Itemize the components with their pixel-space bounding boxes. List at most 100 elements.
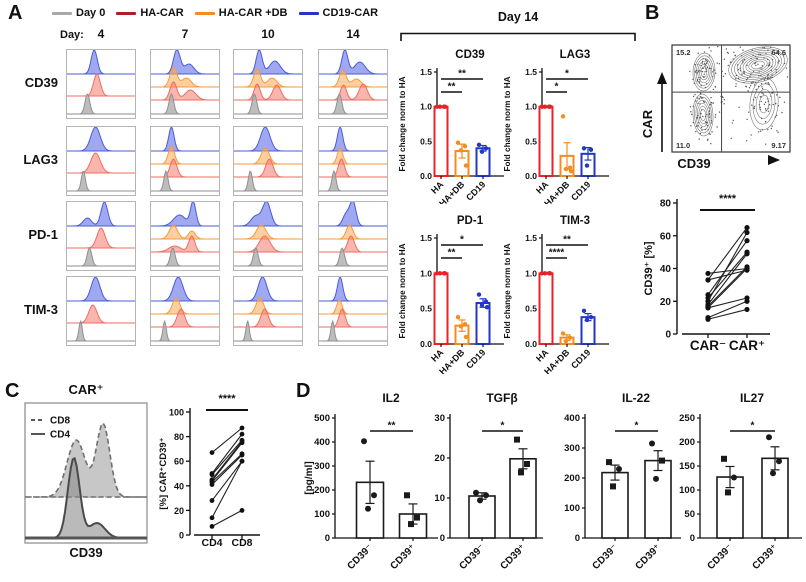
scatter-dot (778, 60, 781, 62)
ridge-curve (319, 235, 387, 253)
scatter-dot (714, 114, 717, 116)
scatter-dot (763, 57, 765, 59)
scatter-dot (699, 117, 701, 119)
data-point (442, 104, 448, 109)
panel-c-label: C (5, 380, 20, 402)
scatter-dot (723, 103, 725, 105)
bar-chart-cd39-fold-change: CD39 Fold change norm to HA 0.0 0.5 1.0 1.5 HA… (398, 42, 513, 204)
x-category-label: CD4 (201, 537, 222, 549)
legend-item-ha-car-db: HA-CAR +DB (194, 7, 288, 19)
pair-line (707, 253, 748, 305)
contour-blobs (657, 43, 789, 145)
y-tick-label: 80 (660, 199, 672, 210)
chart-title: CAR⁺ (68, 382, 103, 397)
ridge-curve (151, 247, 219, 267)
scatter-dot (657, 61, 658, 62)
scatter-dot (710, 122, 712, 124)
y-tick-label: 100 (679, 485, 695, 496)
data-point (744, 298, 750, 304)
ridge-cell-tim-3-day10 (233, 276, 303, 346)
scatter-dot (742, 62, 744, 64)
scatter-dot (708, 55, 711, 57)
ridge-curve (67, 227, 135, 249)
y-axis-label: Fold change norm to HA (503, 243, 512, 338)
y-tick-label: 0.0 (420, 171, 432, 181)
data-point (404, 492, 410, 499)
scatter-dot (709, 104, 711, 106)
scatter-dot (762, 93, 765, 95)
scatter-dot (755, 61, 757, 64)
ridge-curve (234, 297, 302, 315)
ridge-curve (67, 304, 135, 324)
bar-chart-canvas: IL27 0 50 100 150 200 250 CD39⁻ CD39⁺ * (679, 391, 802, 572)
scatter-dot (708, 116, 711, 118)
y-axis-label: Fold change norm to HA (398, 76, 407, 171)
data-point (744, 265, 750, 272)
significance-stars: ** (563, 235, 571, 246)
contour-ring (728, 46, 788, 84)
scatter-dot (700, 97, 703, 99)
scatter-dot (712, 71, 714, 73)
data-point (731, 474, 737, 481)
ridge-cell-lag3-day14 (318, 126, 388, 196)
scatter-dot (771, 53, 773, 55)
ridge-cell-pd-1-day14 (318, 201, 388, 271)
scatter-dot (712, 102, 714, 105)
x-tick-label: CD19 (569, 179, 592, 202)
scatter-dot (777, 52, 780, 55)
scatter-dot (702, 58, 704, 60)
ridge-curve (234, 277, 302, 302)
scatter-dot (709, 133, 711, 135)
data-point (560, 114, 566, 119)
y-tick-label: 0.5 (525, 136, 537, 146)
x-tick-label: CD39⁻ (591, 542, 621, 572)
scatter-dot (708, 107, 710, 109)
data-point (659, 457, 665, 464)
y-axis-label: Fold change norm to HA (398, 243, 407, 338)
scatter-dot (752, 70, 755, 73)
scatter-dot (736, 64, 739, 66)
ridge-curve (151, 169, 219, 192)
scatter-dot (770, 127, 773, 130)
scatter-dot (767, 110, 770, 112)
scatter-dot (708, 110, 711, 112)
significance-stars: **** (549, 248, 565, 259)
legend-label: HA-CAR (140, 7, 184, 19)
pair-line (211, 460, 243, 519)
x-tick-label: CD39⁺ (751, 542, 781, 572)
scatter-dot (761, 65, 763, 67)
contour-ring (736, 51, 780, 79)
legend-swatch (52, 11, 72, 15)
ridge-curve (234, 93, 302, 115)
scatter-dot (710, 50, 712, 52)
scatter-dot (706, 66, 709, 69)
scatter-dot (710, 142, 712, 145)
scatter-dot (740, 55, 743, 57)
y-tick-label: 60 (174, 457, 184, 467)
ridge-curve (151, 319, 219, 342)
scatter-dot (764, 101, 767, 104)
y-tick-label: 60 (660, 231, 672, 242)
scatter-dot (767, 75, 769, 77)
scatter-dot (722, 75, 725, 78)
data-point (744, 238, 750, 244)
data-point (606, 459, 612, 466)
scatter-dot (700, 113, 702, 115)
scatter-dot (761, 68, 763, 70)
y-tick-label: 20 (660, 297, 672, 308)
x-tick-label: HA (534, 179, 551, 196)
ridge-cell-tim-3-day4 (66, 276, 136, 346)
ridge-curve (151, 297, 219, 315)
scatter-dot (748, 87, 751, 89)
ridge-curve (234, 247, 302, 267)
data-point (563, 338, 569, 344)
y-tick-label: 1.0 (525, 102, 537, 112)
scatter-dot (731, 43, 732, 44)
pair-line (707, 300, 748, 319)
ridge-curve (319, 319, 387, 342)
scatter-dot (767, 100, 769, 102)
ridge-curve (67, 50, 135, 75)
scatter-dot (785, 67, 788, 69)
legend-item-cd19-car: CD19-CAR (298, 7, 378, 19)
scatter-dot (760, 117, 763, 120)
